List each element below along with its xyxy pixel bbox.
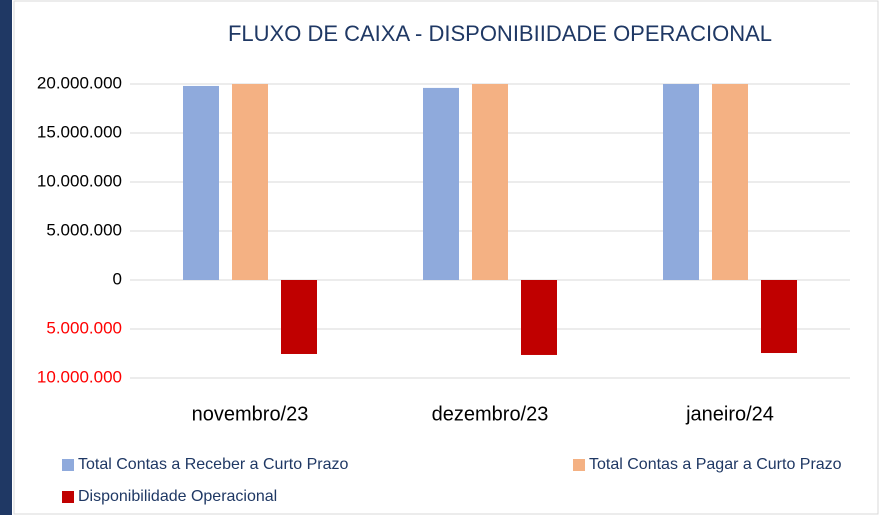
x-tick-label: janeiro/24 bbox=[685, 403, 774, 425]
bar bbox=[423, 87, 459, 280]
bar bbox=[472, 84, 508, 280]
side-strip bbox=[0, 0, 12, 515]
bar bbox=[712, 84, 748, 280]
y-tick-label: 0 bbox=[113, 269, 122, 288]
y-tick-label: 5.000.000 bbox=[46, 220, 122, 239]
bar bbox=[521, 280, 557, 355]
y-tick-label: 10.000.000 bbox=[37, 171, 122, 190]
bar bbox=[183, 85, 219, 281]
y-tick-label: 20.000.000 bbox=[37, 73, 122, 92]
legend-label: Total Contas a Receber a Curto Prazo bbox=[78, 456, 348, 473]
bar bbox=[761, 280, 797, 354]
legend-swatch bbox=[62, 491, 74, 503]
legend-swatch bbox=[62, 459, 74, 471]
bar bbox=[232, 84, 268, 280]
y-tick-label: 5.000.000 bbox=[46, 318, 122, 337]
chart-title: FLUXO DE CAIXA - DISPONIBIIDADE OPERACIO… bbox=[228, 21, 772, 46]
x-tick-label: dezembro/23 bbox=[432, 403, 549, 425]
legend-swatch bbox=[573, 459, 585, 471]
x-tick-label: novembro/23 bbox=[192, 403, 309, 425]
y-tick-label: 10.000.000 bbox=[37, 367, 122, 386]
bar bbox=[663, 84, 699, 280]
legend-label: Total Contas a Pagar a Curto Prazo bbox=[589, 456, 842, 473]
legend-label: Disponibilidade Operacional bbox=[78, 488, 277, 505]
bar bbox=[281, 280, 317, 354]
y-tick-label: 15.000.000 bbox=[37, 122, 122, 141]
